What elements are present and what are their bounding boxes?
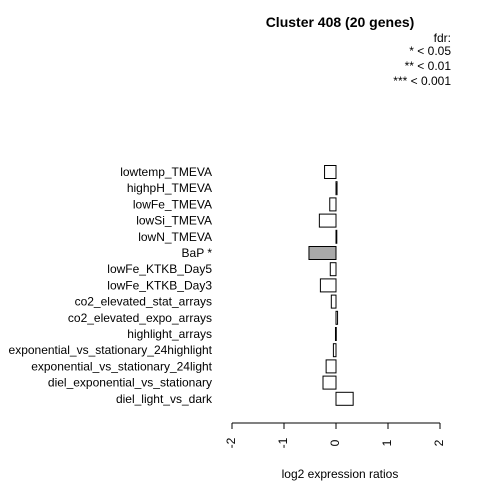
legend: fdr: * < 0.05 ** < 0.01 *** < 0.001	[393, 31, 451, 88]
x-tick-label: 1	[380, 439, 394, 446]
category-label: lowFe_KTKB_Day3	[107, 278, 212, 292]
legend-title: fdr:	[434, 31, 451, 45]
bar	[335, 310, 339, 325]
bar	[330, 294, 337, 309]
bar	[332, 343, 337, 358]
bar	[329, 262, 337, 277]
bar	[318, 213, 337, 228]
bar	[324, 165, 337, 179]
legend-entry-3: *** < 0.001	[393, 74, 451, 88]
x-axis: -2 -1 0 1 2	[224, 422, 446, 448]
category-label: diel_light_vs_dark	[116, 392, 213, 406]
bar	[335, 391, 354, 406]
bar	[329, 197, 337, 212]
chart-title: Cluster 408 (20 genes)	[266, 14, 415, 30]
category-labels: lowtemp_TMEVA highpH_TMEVA lowFe_TMEVA lowS…	[9, 165, 213, 406]
category-label: diel_exponential_vs_stationary	[48, 376, 212, 390]
category-label: highpH_TMEVA	[127, 181, 212, 195]
category-label: lowSi_TMEVA	[136, 214, 212, 228]
category-label: exponential_vs_stationary_24light	[31, 359, 212, 373]
bar	[335, 181, 338, 196]
x-tick-label: -1	[276, 437, 290, 448]
bars	[308, 165, 354, 406]
category-label: co2_elevated_stat_arrays	[75, 295, 212, 309]
bar	[322, 375, 337, 390]
bar	[334, 327, 337, 341]
category-label: lowFe_TMEVA	[133, 197, 212, 211]
category-label: co2_elevated_expo_arrays	[68, 311, 212, 325]
category-label: exponential_vs_stationary_24highlight	[9, 343, 213, 357]
legend-entry-1: * < 0.05	[409, 44, 451, 58]
x-tick-label: -2	[224, 437, 238, 448]
x-axis-label: log2 expression ratios	[282, 467, 399, 481]
category-label: lowFe_KTKB_Day5	[107, 262, 212, 276]
category-label: lowN_TMEVA	[138, 230, 212, 244]
category-label: highlight_arrays	[127, 327, 212, 341]
bar	[319, 278, 337, 293]
category-label: BaP *	[182, 246, 213, 260]
x-tick-label: 2	[432, 439, 446, 446]
legend-entry-2: ** < 0.01	[405, 59, 452, 73]
x-tick-label: 0	[328, 439, 342, 446]
bar	[325, 359, 337, 374]
bar	[335, 229, 338, 244]
category-label: lowtemp_TMEVA	[120, 165, 212, 179]
bar	[308, 246, 337, 260]
